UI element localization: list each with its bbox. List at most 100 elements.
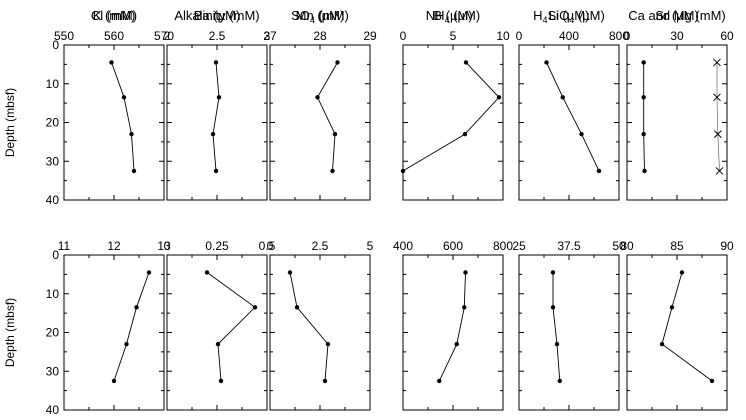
panel-title: Ca and Mg (mM) bbox=[628, 8, 726, 23]
data-point bbox=[294, 305, 300, 310]
data-point bbox=[335, 60, 340, 65]
data-point bbox=[109, 60, 114, 65]
data-point bbox=[596, 168, 602, 174]
x-tick-label: 13 bbox=[157, 239, 171, 253]
data-point bbox=[216, 95, 222, 100]
data-point-x bbox=[713, 130, 722, 138]
plot-frame bbox=[626, 44, 728, 201]
data-point bbox=[111, 378, 117, 384]
data-point bbox=[213, 60, 219, 65]
data-point bbox=[642, 168, 647, 174]
data-point bbox=[437, 378, 442, 384]
series-line bbox=[212, 62, 220, 171]
data-point bbox=[557, 378, 562, 384]
x-tick-label: 0 bbox=[516, 29, 523, 43]
x-tick-label: 30 bbox=[670, 29, 684, 43]
panel-title: NH4 (µM) bbox=[426, 8, 480, 25]
panel-title: SO4 (mM) bbox=[291, 8, 349, 25]
data-point bbox=[641, 131, 646, 137]
data-point bbox=[579, 131, 584, 137]
plot-frame bbox=[166, 254, 268, 411]
series-line bbox=[113, 272, 150, 382]
panel-6: Ca and Mg (mM) 0 30 60 bbox=[624, 8, 734, 201]
panel-3: SO4 (mM) 27 28 29 bbox=[263, 8, 377, 201]
series-line bbox=[289, 272, 329, 381]
panel-9: Mn (µM) 0 2.5 5 bbox=[267, 8, 374, 411]
panel-title: B (µM) bbox=[433, 8, 472, 23]
data-point bbox=[213, 168, 219, 174]
data-point bbox=[463, 60, 469, 65]
panel-title: Ba (µM) bbox=[194, 8, 241, 23]
data-point bbox=[131, 168, 137, 174]
x-tick-label: 400 bbox=[393, 239, 413, 253]
series-line bbox=[661, 272, 713, 382]
data-point bbox=[218, 378, 224, 384]
data-point bbox=[554, 341, 560, 347]
data-point bbox=[315, 95, 320, 100]
series-line bbox=[111, 62, 135, 171]
x-tick-label: 400 bbox=[559, 29, 579, 43]
panel-title: Li (µM) bbox=[549, 8, 590, 23]
panel-title: Cl (mM) bbox=[91, 8, 137, 23]
x-tick-label: 29 bbox=[363, 29, 377, 43]
data-point bbox=[544, 60, 549, 65]
data-point bbox=[462, 131, 468, 137]
data-point bbox=[454, 341, 459, 347]
y-tick-label: 40 bbox=[46, 403, 60, 417]
x-tick-label: 12 bbox=[107, 239, 121, 253]
y-axis-title: Depth (mbsf) bbox=[3, 298, 17, 367]
data-point bbox=[669, 305, 675, 310]
data-point bbox=[322, 378, 328, 384]
y-tick-label: 20 bbox=[46, 116, 60, 130]
data-point bbox=[496, 95, 502, 100]
data-point bbox=[325, 341, 331, 347]
x-tick-label: 0 bbox=[400, 29, 407, 43]
panel-title: Alkalinity (mM) bbox=[174, 8, 259, 23]
y-tick-label: 0 bbox=[52, 248, 59, 262]
data-point bbox=[332, 131, 338, 137]
panel-12: Sr (µM) 80 85 90 bbox=[620, 8, 734, 411]
panel-2: Alkalinity (mM)2 2.5 3 bbox=[164, 8, 271, 201]
panel-11: Li (µM) 25 37.5 50 bbox=[512, 8, 626, 411]
x-tick-label: 50 bbox=[612, 239, 626, 253]
data-point bbox=[129, 131, 134, 137]
data-point bbox=[287, 270, 293, 275]
y-axis-title: Depth (mbsf) bbox=[3, 88, 17, 157]
x-tick-label: 27 bbox=[263, 29, 277, 43]
x-tick-label: 2 bbox=[164, 29, 171, 43]
x-tick-label: 10 bbox=[496, 29, 510, 43]
data-point bbox=[659, 341, 665, 347]
x-tick-label: 550 bbox=[54, 29, 74, 43]
data-point bbox=[641, 95, 646, 100]
series-line bbox=[643, 62, 645, 171]
y-tick-label: 30 bbox=[46, 154, 60, 168]
x-tick-label: 570 bbox=[154, 29, 174, 43]
x-tick-label: 0.5 bbox=[259, 239, 276, 253]
y-tick-label: 20 bbox=[46, 326, 60, 340]
x-tick-label: 3 bbox=[264, 29, 271, 43]
y-tick-label: 30 bbox=[46, 364, 60, 378]
panel-title: H4SiO4 (µM) bbox=[533, 8, 605, 25]
x-tick-label: 2.5 bbox=[312, 239, 329, 253]
plot-frame bbox=[166, 44, 268, 201]
x-tick-label: 560 bbox=[104, 29, 124, 43]
y-tick-label: 10 bbox=[46, 287, 60, 301]
data-point bbox=[146, 270, 152, 275]
series-line bbox=[552, 272, 561, 381]
x-tick-label: 90 bbox=[720, 239, 734, 253]
plot-frame bbox=[518, 44, 620, 201]
x-tick-label: 800 bbox=[609, 29, 629, 43]
series-line bbox=[438, 272, 466, 382]
x-tick-label: 5 bbox=[450, 29, 457, 43]
data-point bbox=[400, 168, 406, 174]
panel-title: Mn (µM) bbox=[296, 8, 345, 23]
data-point-x bbox=[715, 167, 724, 175]
series-line bbox=[206, 272, 256, 381]
data-point bbox=[560, 95, 565, 100]
panel-5: H4SiO4 (µM) 0 400 800 bbox=[516, 8, 629, 201]
x-tick-label: 2.5 bbox=[209, 29, 226, 43]
plot-frame bbox=[402, 254, 504, 411]
data-point bbox=[709, 378, 715, 384]
x-tick-label: 11 bbox=[58, 239, 71, 253]
